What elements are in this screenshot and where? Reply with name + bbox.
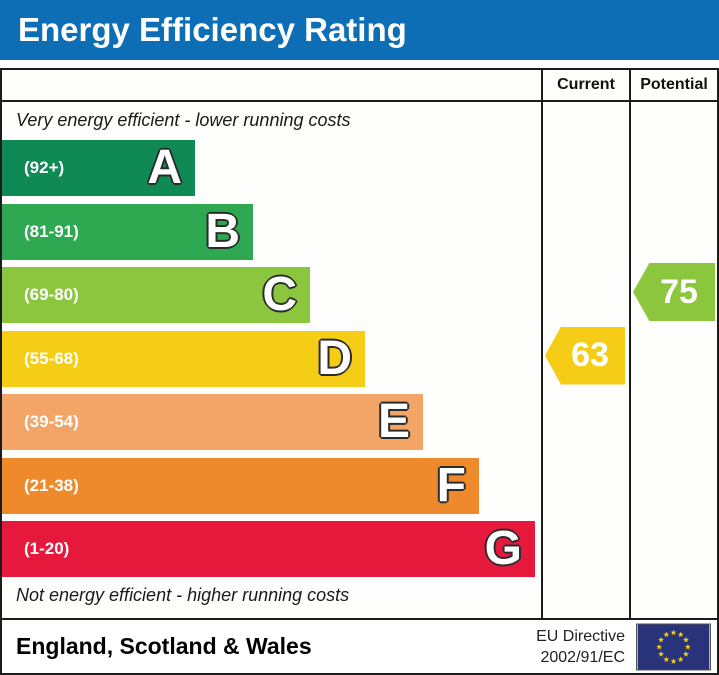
- potential-column-divider: [629, 70, 631, 618]
- band-row: (21-38) F: [2, 457, 541, 514]
- band-bar: (81-91) B: [2, 203, 253, 260]
- eu-directive-label: EU Directive 2002/91/EC: [536, 626, 625, 668]
- top-note: Very energy efficient - lower running co…: [16, 110, 351, 130]
- band-row: (81-91) B: [2, 203, 541, 260]
- title-bar: Energy Efficiency Rating: [0, 0, 719, 60]
- current-column-header: Current: [557, 76, 615, 93]
- band-letter: G: [484, 522, 522, 575]
- footer-bar: England, Scotland & Wales EU Directive 2…: [2, 620, 717, 673]
- band-row: (55-68) D: [2, 330, 541, 387]
- band-bar: (21-38) F: [2, 457, 479, 514]
- bottom-note: Not energy efficient - higher running co…: [16, 585, 350, 605]
- band-letter: F: [436, 458, 466, 512]
- band-range-label: (69-80): [24, 285, 79, 304]
- band-range-label: (39-54): [24, 412, 79, 431]
- band-range-label: (21-38): [24, 475, 79, 495]
- eu-directive-line2: 2002/91/EC: [540, 648, 625, 666]
- band-bar: (39-54) E: [2, 394, 423, 450]
- band-letter: C: [262, 268, 297, 321]
- band-row: (39-54) E: [2, 394, 541, 450]
- band-bar: (92+) A: [2, 140, 195, 196]
- band-letter: D: [317, 331, 352, 385]
- table-header-row: Current Potential: [2, 70, 717, 102]
- eu-flag-icon: [636, 623, 711, 670]
- rating-chart: Current Potential Very energy efficient …: [2, 70, 717, 620]
- potential-column-header: Potential: [640, 76, 708, 93]
- eu-directive-line1: EU Directive: [536, 627, 625, 645]
- band-bar: (69-80) C: [2, 267, 310, 323]
- band-range-label: (81-91): [24, 221, 79, 241]
- current-column-divider: [541, 70, 543, 618]
- region-label: England, Scotland & Wales: [16, 633, 312, 659]
- band-letter: E: [377, 395, 410, 448]
- potential-rating-arrow: 75: [633, 263, 715, 321]
- potential-rating-value: 75: [660, 272, 698, 311]
- current-rating-arrow: 63: [545, 326, 625, 385]
- band-bar: (55-68) D: [2, 330, 365, 387]
- band-row: (69-80) C: [2, 267, 541, 323]
- band-range-label: (55-68): [24, 348, 79, 368]
- rating-table-frame: Current Potential Very energy efficient …: [0, 68, 719, 675]
- page-title: Energy Efficiency Rating: [18, 11, 407, 48]
- current-rating-value: 63: [571, 336, 609, 374]
- band-range-label: (1-20): [24, 539, 70, 558]
- band-range-label: (92+): [24, 158, 65, 177]
- band-letter: B: [205, 204, 240, 258]
- band-letter: A: [147, 141, 182, 194]
- band-row: (1-20) G: [2, 521, 541, 577]
- band-row: (92+) A: [2, 140, 541, 196]
- band-bar: (1-20) G: [2, 521, 535, 577]
